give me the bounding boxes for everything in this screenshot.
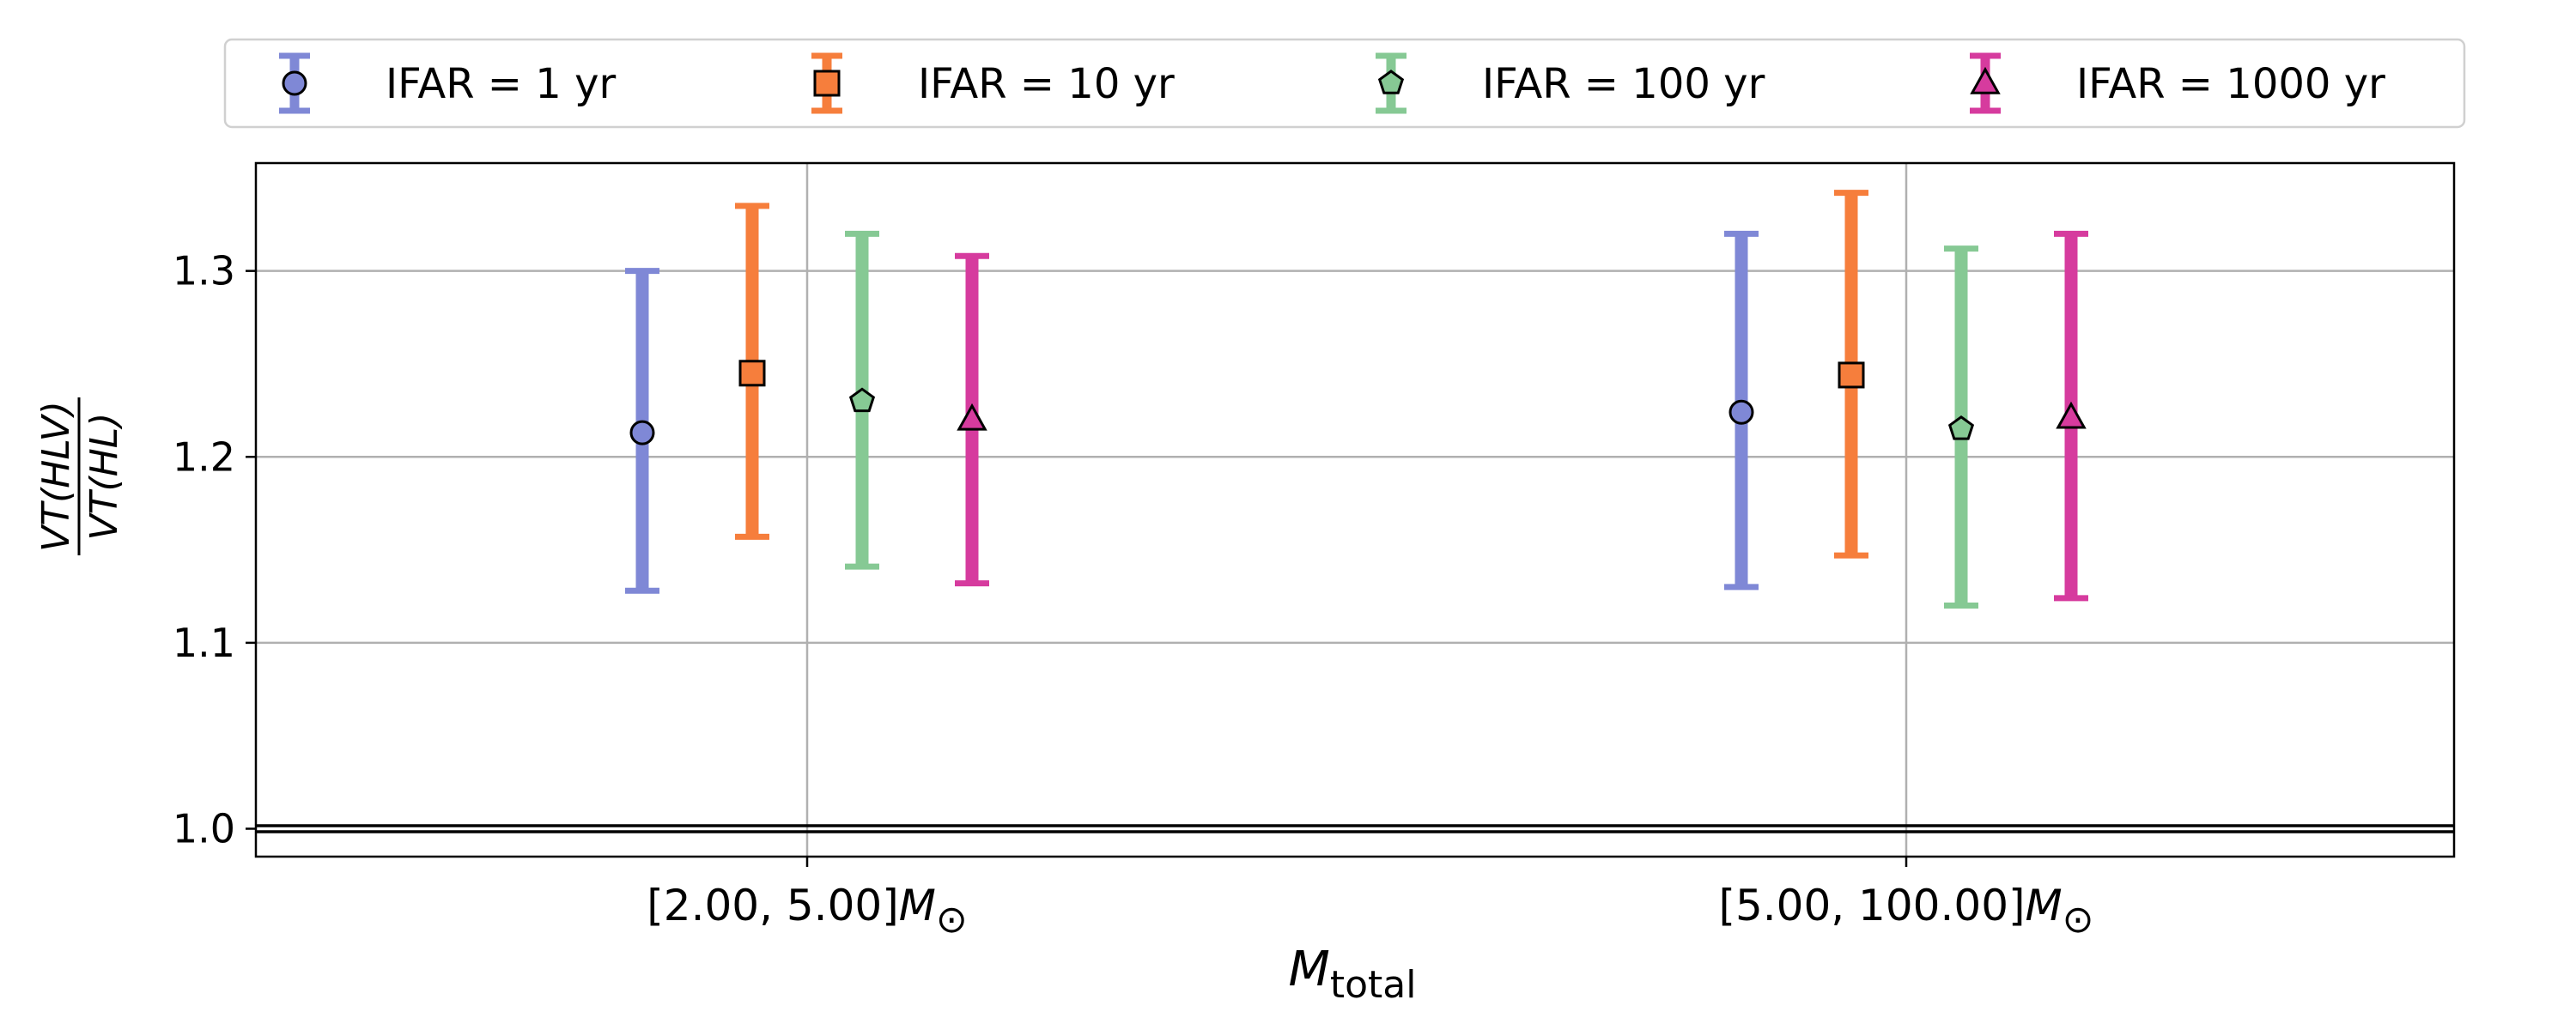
y-tick-label: 1.1: [173, 620, 235, 666]
marker-pentagon: [848, 387, 876, 413]
y-label-numerator: VT(HLV): [34, 401, 78, 552]
y-tick-label: 1.2: [173, 433, 235, 480]
marker-square: [1838, 361, 1865, 389]
legend-label: IFAR = 1000 yr: [2076, 60, 2385, 108]
x-tick-label-unit: M: [899, 881, 936, 930]
x-tick-label: [5.00, 100.00]M⊙: [1718, 881, 2093, 942]
series-group: [625, 190, 2088, 609]
legend-items: IFAR = 1 yr IFAR = 10 yr IFAR = 100 yr IFAR…: [279, 52, 2385, 114]
legend: IFAR = 1 yr IFAR = 10 yr IFAR = 100 yr IFAR…: [223, 38, 2466, 129]
x-tick-label-range: [2.00, 5.00]: [647, 881, 898, 930]
plot-frame: [254, 161, 2456, 858]
y-label-denominator-text: VT(HL): [82, 413, 126, 541]
marker-pentagon: [1947, 415, 1975, 440]
x-axis-title-sub: total: [1330, 963, 1417, 1007]
grid-lines: [256, 163, 2454, 857]
legend-label: IFAR = 10 yr: [918, 60, 1175, 108]
marker-square: [738, 360, 766, 387]
legend-item-1: IFAR = 1 yr: [279, 52, 616, 114]
marker-triangle: [1970, 66, 2001, 94]
legend-item-4: IFAR = 1000 yr: [1970, 52, 2385, 114]
marker-pentagon: [1377, 70, 1405, 94]
y-axis-label: VT(HLV) VT(HL): [34, 397, 126, 555]
marker-circle: [282, 70, 307, 96]
marker-circle: [629, 420, 655, 445]
marker-triangle: [2056, 401, 2087, 429]
marker-triangle: [957, 403, 987, 431]
series-2: [735, 190, 1868, 559]
marker-circle: [1728, 399, 1754, 425]
legend-frame: [223, 38, 2466, 129]
x-tick-label-range: [5.00, 100.00]: [1718, 881, 2025, 930]
x-tick-label-unit-sub: ⊙: [936, 898, 968, 942]
legend-item-2: IFAR = 10 yr: [811, 52, 1175, 114]
series-3: [845, 230, 1978, 609]
x-axis-ticks: [2.00, 5.00]M⊙ [5.00, 100.00]M⊙: [647, 857, 2094, 942]
reference-line: [256, 824, 2454, 833]
x-tick-label-unit-sub: ⊙: [2063, 898, 2094, 942]
y-tick-label: 1.0: [173, 806, 235, 852]
x-axis-title-base: M: [1289, 942, 1330, 997]
legend-label: IFAR = 1 yr: [386, 60, 616, 108]
legend-item-3: IFAR = 100 yr: [1376, 52, 1765, 114]
series-4: [955, 230, 2088, 602]
x-tick-label-unit: M: [2026, 881, 2063, 930]
y-axis-ticks: 1.0 1.1 1.2 1.3: [173, 248, 256, 852]
x-tick-label: [2.00, 5.00]M⊙: [647, 881, 967, 942]
x-axis-title: Mtotal: [1289, 942, 1417, 1007]
y-tick-label: 1.3: [173, 248, 235, 294]
marker-square: [813, 70, 841, 97]
series-1: [625, 230, 1759, 594]
y-label-numerator-text: VT(HLV): [34, 401, 78, 552]
legend-label: IFAR = 100 yr: [1482, 60, 1765, 108]
y-label-denominator: VT(HL): [82, 413, 126, 541]
